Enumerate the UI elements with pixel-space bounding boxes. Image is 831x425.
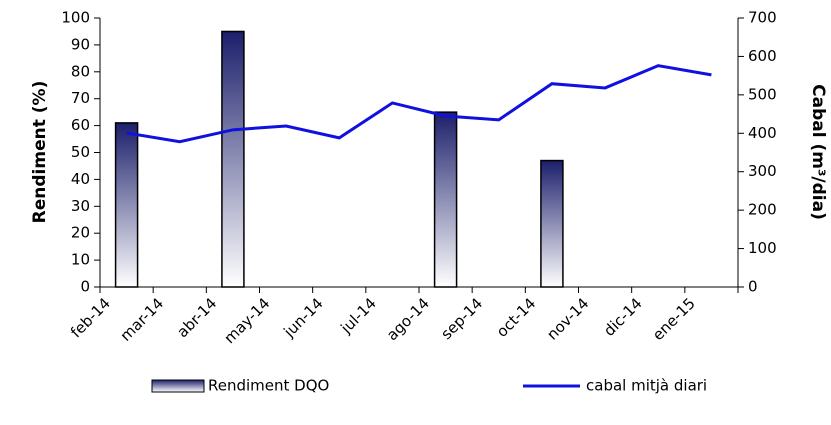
y2-tick-label: 0 [748,278,758,296]
x-tick-label: sep-14 [437,294,486,343]
y-tick-label: 50 [71,143,90,161]
y-tick-label: 60 [71,116,90,134]
y-tick-label: 100 [61,9,90,27]
bar [221,30,245,288]
x-tick-label: ene-15 [649,294,699,344]
y-tick-label: 0 [80,278,90,296]
y2-tick-label: 300 [748,162,777,180]
x-tick-label: feb-14 [67,294,114,341]
bar [540,159,564,288]
x-tick-label: ago-14 [383,294,433,344]
y-tick-label: 90 [71,35,90,53]
y-tick-label: 70 [71,89,90,107]
y-tick-label: 30 [71,197,90,215]
legend-label: cabal mitjà diari [586,377,707,395]
x-tick-label: mar-14 [117,294,168,345]
x-tick-label: dic-14 [600,294,646,340]
y-tick-label: 40 [71,170,90,188]
y2-tick-label: 700 [748,9,777,27]
y2-tick-label: 600 [748,47,777,65]
x-tick-label: jun-14 [280,294,327,341]
bar [114,122,139,288]
y2-axis-label: Cabal (m³/dia) [808,84,828,220]
bar [433,111,458,288]
y-tick-label: 10 [71,251,90,269]
y2-tick-label: 200 [748,201,777,219]
x-tick-label: nov-14 [543,294,592,343]
y2-tick-label: 400 [748,124,777,142]
y2-tick-label: 500 [748,85,777,103]
x-tick-label: may-14 [221,294,274,347]
line [126,64,712,144]
y-axis-label: Rendiment (%) [30,81,50,224]
legend-swatch [151,379,205,393]
x-tick-label: oct-14 [493,294,540,341]
y-tick-label: 20 [71,224,90,242]
y-tick-label: 80 [71,62,90,80]
y2-tick-label: 100 [748,239,777,257]
x-tick-label: abr-14 [173,294,220,341]
legend-label: Rendiment DQO [208,377,329,395]
x-tick-label: jul-14 [336,294,379,337]
